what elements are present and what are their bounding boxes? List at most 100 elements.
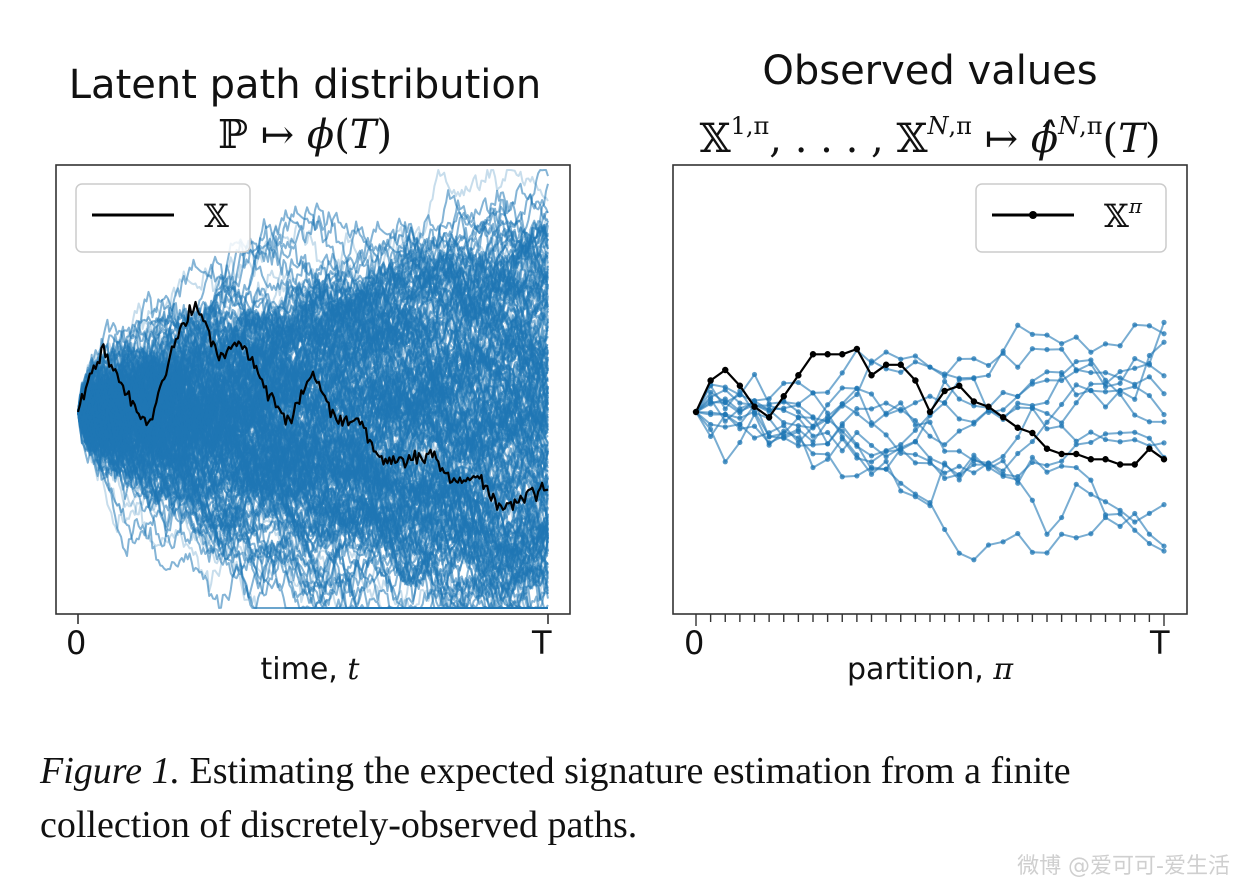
right-highlight-point (809, 351, 817, 358)
right-sample-point (898, 480, 904, 486)
right-sample-point (825, 441, 831, 447)
right-sample-point (1015, 473, 1021, 480)
right-highlight-point (736, 382, 744, 389)
right-sample-point (956, 416, 962, 422)
right-sample-point (883, 410, 889, 416)
right-math-paren-close: ) (1144, 116, 1161, 162)
right-sample-point (795, 379, 801, 386)
right-sample-point (1146, 374, 1152, 380)
right-sample-point (868, 459, 875, 465)
right-highlight-point (1131, 461, 1138, 468)
right-sample-point (722, 384, 728, 390)
right-sample-point (839, 385, 845, 391)
right-sample-point (1117, 343, 1123, 349)
right-sample-point (1132, 437, 1138, 443)
right-sample-point (1029, 497, 1035, 503)
right-sample-point (868, 360, 875, 366)
right-sample-point (1015, 322, 1021, 328)
right-highlight-point (999, 414, 1007, 421)
right-sample-point (839, 428, 845, 434)
left-sample-path (77, 404, 549, 609)
right-sample-point (854, 391, 860, 398)
right-sample-point (1073, 464, 1079, 471)
left-sample-path (77, 202, 549, 429)
right-sample-point (912, 427, 918, 433)
right-sample-point (985, 409, 992, 415)
right-sample-point (1102, 431, 1109, 437)
right-sample-point (751, 398, 758, 404)
right-sample-point (956, 471, 962, 478)
right-highlight-point (795, 372, 802, 379)
right-sample-point (1015, 480, 1021, 486)
right-sample-point (956, 356, 962, 362)
right-sample-point (737, 439, 743, 446)
right-sample-point (1117, 511, 1123, 517)
right-sample-point (825, 451, 831, 457)
right-sample-point (839, 448, 845, 454)
right-sample-point (1073, 400, 1079, 406)
right-sample-point (839, 436, 845, 442)
right-partition-ticks (695, 614, 1165, 626)
right-sample-point (1161, 319, 1167, 325)
right-highlight-point (853, 345, 861, 353)
right-sample-point (1073, 368, 1079, 374)
left-sample-path (77, 365, 549, 513)
left-tick-label-0: 0 (66, 624, 87, 662)
right-sample-point (1015, 434, 1021, 440)
right-sample-point (971, 470, 977, 476)
right-sample-point (1102, 341, 1109, 347)
right-sample-point (1015, 393, 1021, 400)
left-sample-paths (77, 169, 549, 609)
right-highlight-point (765, 414, 773, 421)
right-highlight-point (1043, 445, 1051, 452)
watermark: 微博 @爱可可-爱生活 (1017, 854, 1230, 879)
right-sample-point (795, 439, 801, 445)
right-sample-point (1015, 364, 1021, 370)
right-sample-point (971, 452, 977, 458)
left-sample-path (77, 405, 549, 594)
right-sample-point (795, 409, 801, 415)
left-math-part-0: ℙ ↦ (217, 112, 307, 158)
right-sample-point (912, 400, 918, 406)
right-sample-point (868, 406, 875, 412)
right-sample-point (1088, 491, 1094, 497)
left-math-part-1: ϕ (306, 112, 335, 158)
right-highlight-point (1087, 456, 1095, 463)
right-xlabel-var: π (993, 652, 1014, 687)
right-sample-point (898, 356, 904, 362)
right-sample-point (810, 464, 816, 471)
right-sample-point (1044, 377, 1050, 383)
right-sample-point (1073, 382, 1079, 388)
right-sample-point (971, 375, 977, 381)
left-tick-label-T: T (532, 624, 552, 662)
right-sample-point (1015, 530, 1021, 537)
right-highlight-point (839, 351, 846, 358)
left-math-part-2: ( (334, 112, 350, 158)
right-sample-point (1059, 423, 1065, 429)
right-sample-point (722, 412, 728, 418)
right-sample-point (971, 419, 977, 425)
caption-label: Figure 1. (40, 750, 181, 792)
right-sample-point (737, 426, 743, 432)
right-sample-paths (693, 319, 1167, 563)
right-sample-point (708, 411, 714, 418)
left-sample-path (77, 339, 549, 530)
right-sample-point (825, 429, 831, 436)
right-sample-point (737, 415, 743, 421)
right-sample-point (1117, 430, 1123, 436)
left-sample-path (77, 247, 549, 446)
left-plot-frame (55, 164, 571, 615)
right-sample-point (854, 406, 860, 412)
right-sample-point (708, 401, 714, 407)
right-sample-point (1059, 514, 1065, 521)
right-sample-point (781, 428, 787, 434)
right-highlight-point (970, 398, 978, 405)
right-sample-point (839, 370, 845, 376)
right-sample-point (810, 390, 816, 396)
right-sample-point (927, 460, 933, 466)
right-sample-point (1088, 349, 1094, 355)
right-sample-point (1015, 404, 1021, 411)
left-highlight-path (76, 300, 549, 511)
left-sample-path (77, 371, 549, 513)
